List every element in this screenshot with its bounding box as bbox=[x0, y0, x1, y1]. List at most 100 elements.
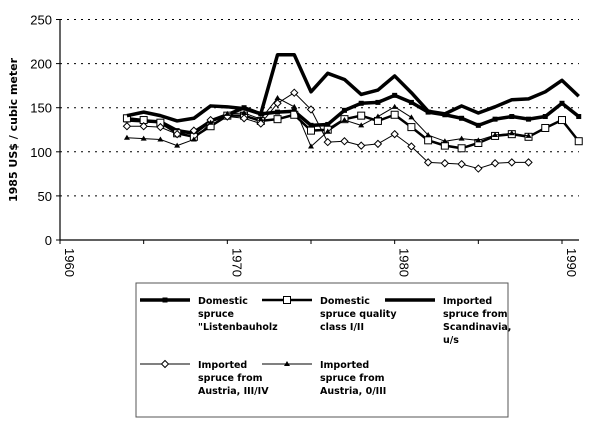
y-tick-label: 0 bbox=[45, 233, 52, 248]
legend-label: Imported bbox=[198, 360, 247, 371]
marker-open-diamond bbox=[189, 126, 199, 135]
marker-open-diamond bbox=[407, 142, 416, 151]
legend-label: Domestic bbox=[320, 296, 370, 307]
marker-filled-square bbox=[526, 116, 532, 122]
legend-label: Domestic bbox=[198, 296, 248, 307]
legend-label: Imported bbox=[443, 296, 492, 307]
legend-label: Imported bbox=[320, 360, 369, 371]
x-tick-label: 1960 bbox=[62, 248, 77, 277]
marker-filled-square bbox=[459, 115, 465, 121]
x-tick-label: 1990 bbox=[564, 248, 579, 277]
marker-filled-triangle bbox=[123, 134, 130, 140]
marker-filled-triangle bbox=[291, 103, 298, 109]
series-line bbox=[126, 93, 580, 136]
marker-filled-square bbox=[375, 99, 381, 105]
marker-filled-square bbox=[162, 297, 168, 303]
marker-filled-square bbox=[392, 92, 398, 98]
marker-open-diamond bbox=[490, 159, 500, 168]
series-4 bbox=[122, 88, 533, 173]
marker-open-diamond bbox=[323, 137, 332, 147]
marker-filled-triangle bbox=[458, 135, 465, 141]
marker-open-square bbox=[407, 123, 416, 132]
legend-label: spruce quality bbox=[320, 309, 397, 320]
marker-filled-triangle bbox=[324, 128, 331, 134]
marker-open-square bbox=[307, 126, 315, 135]
marker-filled-square bbox=[576, 114, 582, 120]
y-tick-label: 50 bbox=[38, 189, 52, 204]
marker-open-diamond bbox=[290, 88, 299, 97]
marker-filled-triangle bbox=[190, 136, 197, 142]
marker-filled-triangle bbox=[224, 110, 231, 116]
marker-open-square bbox=[273, 115, 282, 124]
y-tick-label: 100 bbox=[30, 145, 52, 160]
marker-open-diamond bbox=[256, 119, 266, 128]
marker-open-diamond bbox=[440, 159, 450, 168]
marker-open-square bbox=[357, 111, 366, 120]
marker-filled-triangle bbox=[284, 361, 290, 366]
marker-filled-triangle bbox=[174, 142, 181, 148]
legend-item: Domestic spruce "Listenbauholz bbox=[140, 296, 278, 333]
legend-label: Austria, 0/III bbox=[320, 386, 386, 397]
marker-filled-triangle bbox=[508, 130, 515, 136]
marker-filled-square bbox=[308, 122, 314, 128]
marker-filled-square bbox=[492, 116, 498, 122]
marker-filled-triangle bbox=[525, 132, 532, 138]
y-tick-label: 200 bbox=[30, 57, 52, 72]
marker-open-diamond bbox=[474, 164, 483, 173]
legend-label: "Listenbauholz bbox=[198, 322, 278, 333]
legend: Domestic spruce "Listenbauholz Domestic spru… bbox=[135, 282, 511, 418]
legend-label: Scandinavia, bbox=[443, 322, 511, 333]
marker-filled-square bbox=[559, 100, 565, 106]
marker-filled-square bbox=[341, 107, 347, 113]
grid bbox=[60, 19, 579, 197]
marker-filled-triangle bbox=[358, 122, 365, 128]
y-axis-label: 1985 US$ / cubic meter bbox=[7, 57, 20, 202]
marker-open-diamond bbox=[356, 141, 366, 150]
marker-filled-triangle bbox=[207, 119, 214, 125]
legend-label: spruce from bbox=[198, 373, 263, 384]
marker-filled-triangle bbox=[374, 113, 381, 119]
marker-open-diamond bbox=[139, 122, 148, 131]
marker-filled-triangle bbox=[408, 114, 415, 120]
legend-label: class I/II bbox=[320, 322, 364, 333]
marker-filled-triangle bbox=[140, 135, 147, 141]
marker-open-square bbox=[390, 110, 399, 119]
marker-open-diamond bbox=[156, 122, 165, 132]
marker-filled-triangle bbox=[441, 138, 448, 144]
marker-open-square bbox=[457, 144, 466, 153]
marker-filled-square bbox=[325, 121, 331, 127]
series-group bbox=[122, 53, 583, 173]
x-tick-label: 1970 bbox=[229, 248, 244, 277]
marker-open-diamond bbox=[239, 114, 249, 123]
marker-open-square bbox=[541, 123, 550, 132]
legend-item: Domestic spruce quality class I/II bbox=[262, 296, 397, 333]
marker-filled-triangle bbox=[257, 116, 264, 122]
legend-label: u/s bbox=[443, 335, 459, 346]
marker-filled-triangle bbox=[274, 94, 281, 100]
marker-filled-triangle bbox=[341, 117, 348, 123]
legend-label: spruce from bbox=[320, 373, 385, 384]
legend-box bbox=[135, 282, 509, 418]
marker-filled-triangle bbox=[425, 132, 432, 138]
marker-open-diamond bbox=[507, 158, 517, 167]
legend-item: Imported spruce from Scandinavia, u/s bbox=[385, 296, 511, 346]
marker-open-diamond bbox=[524, 158, 533, 167]
marker-open-diamond bbox=[273, 99, 282, 108]
marker-filled-square bbox=[408, 99, 414, 105]
marker-filled-square bbox=[475, 122, 481, 128]
marker-open-diamond bbox=[340, 137, 349, 146]
marker-filled-square bbox=[542, 114, 548, 120]
marker-open-diamond bbox=[423, 158, 433, 167]
marker-filled-triangle bbox=[391, 103, 398, 109]
marker-open-square bbox=[558, 116, 566, 125]
marker-open-diamond bbox=[457, 159, 466, 169]
legend-label: spruce bbox=[198, 309, 234, 320]
marker-open-diamond bbox=[373, 139, 383, 149]
marker-filled-triangle bbox=[241, 109, 248, 115]
x-tick-label: 1980 bbox=[397, 248, 412, 277]
marker-open-diamond bbox=[306, 105, 316, 114]
legend-item: Imported spruce from Austria, III/IV bbox=[140, 359, 269, 397]
legend-label: spruce from bbox=[443, 309, 508, 320]
marker-open-square bbox=[283, 296, 291, 304]
